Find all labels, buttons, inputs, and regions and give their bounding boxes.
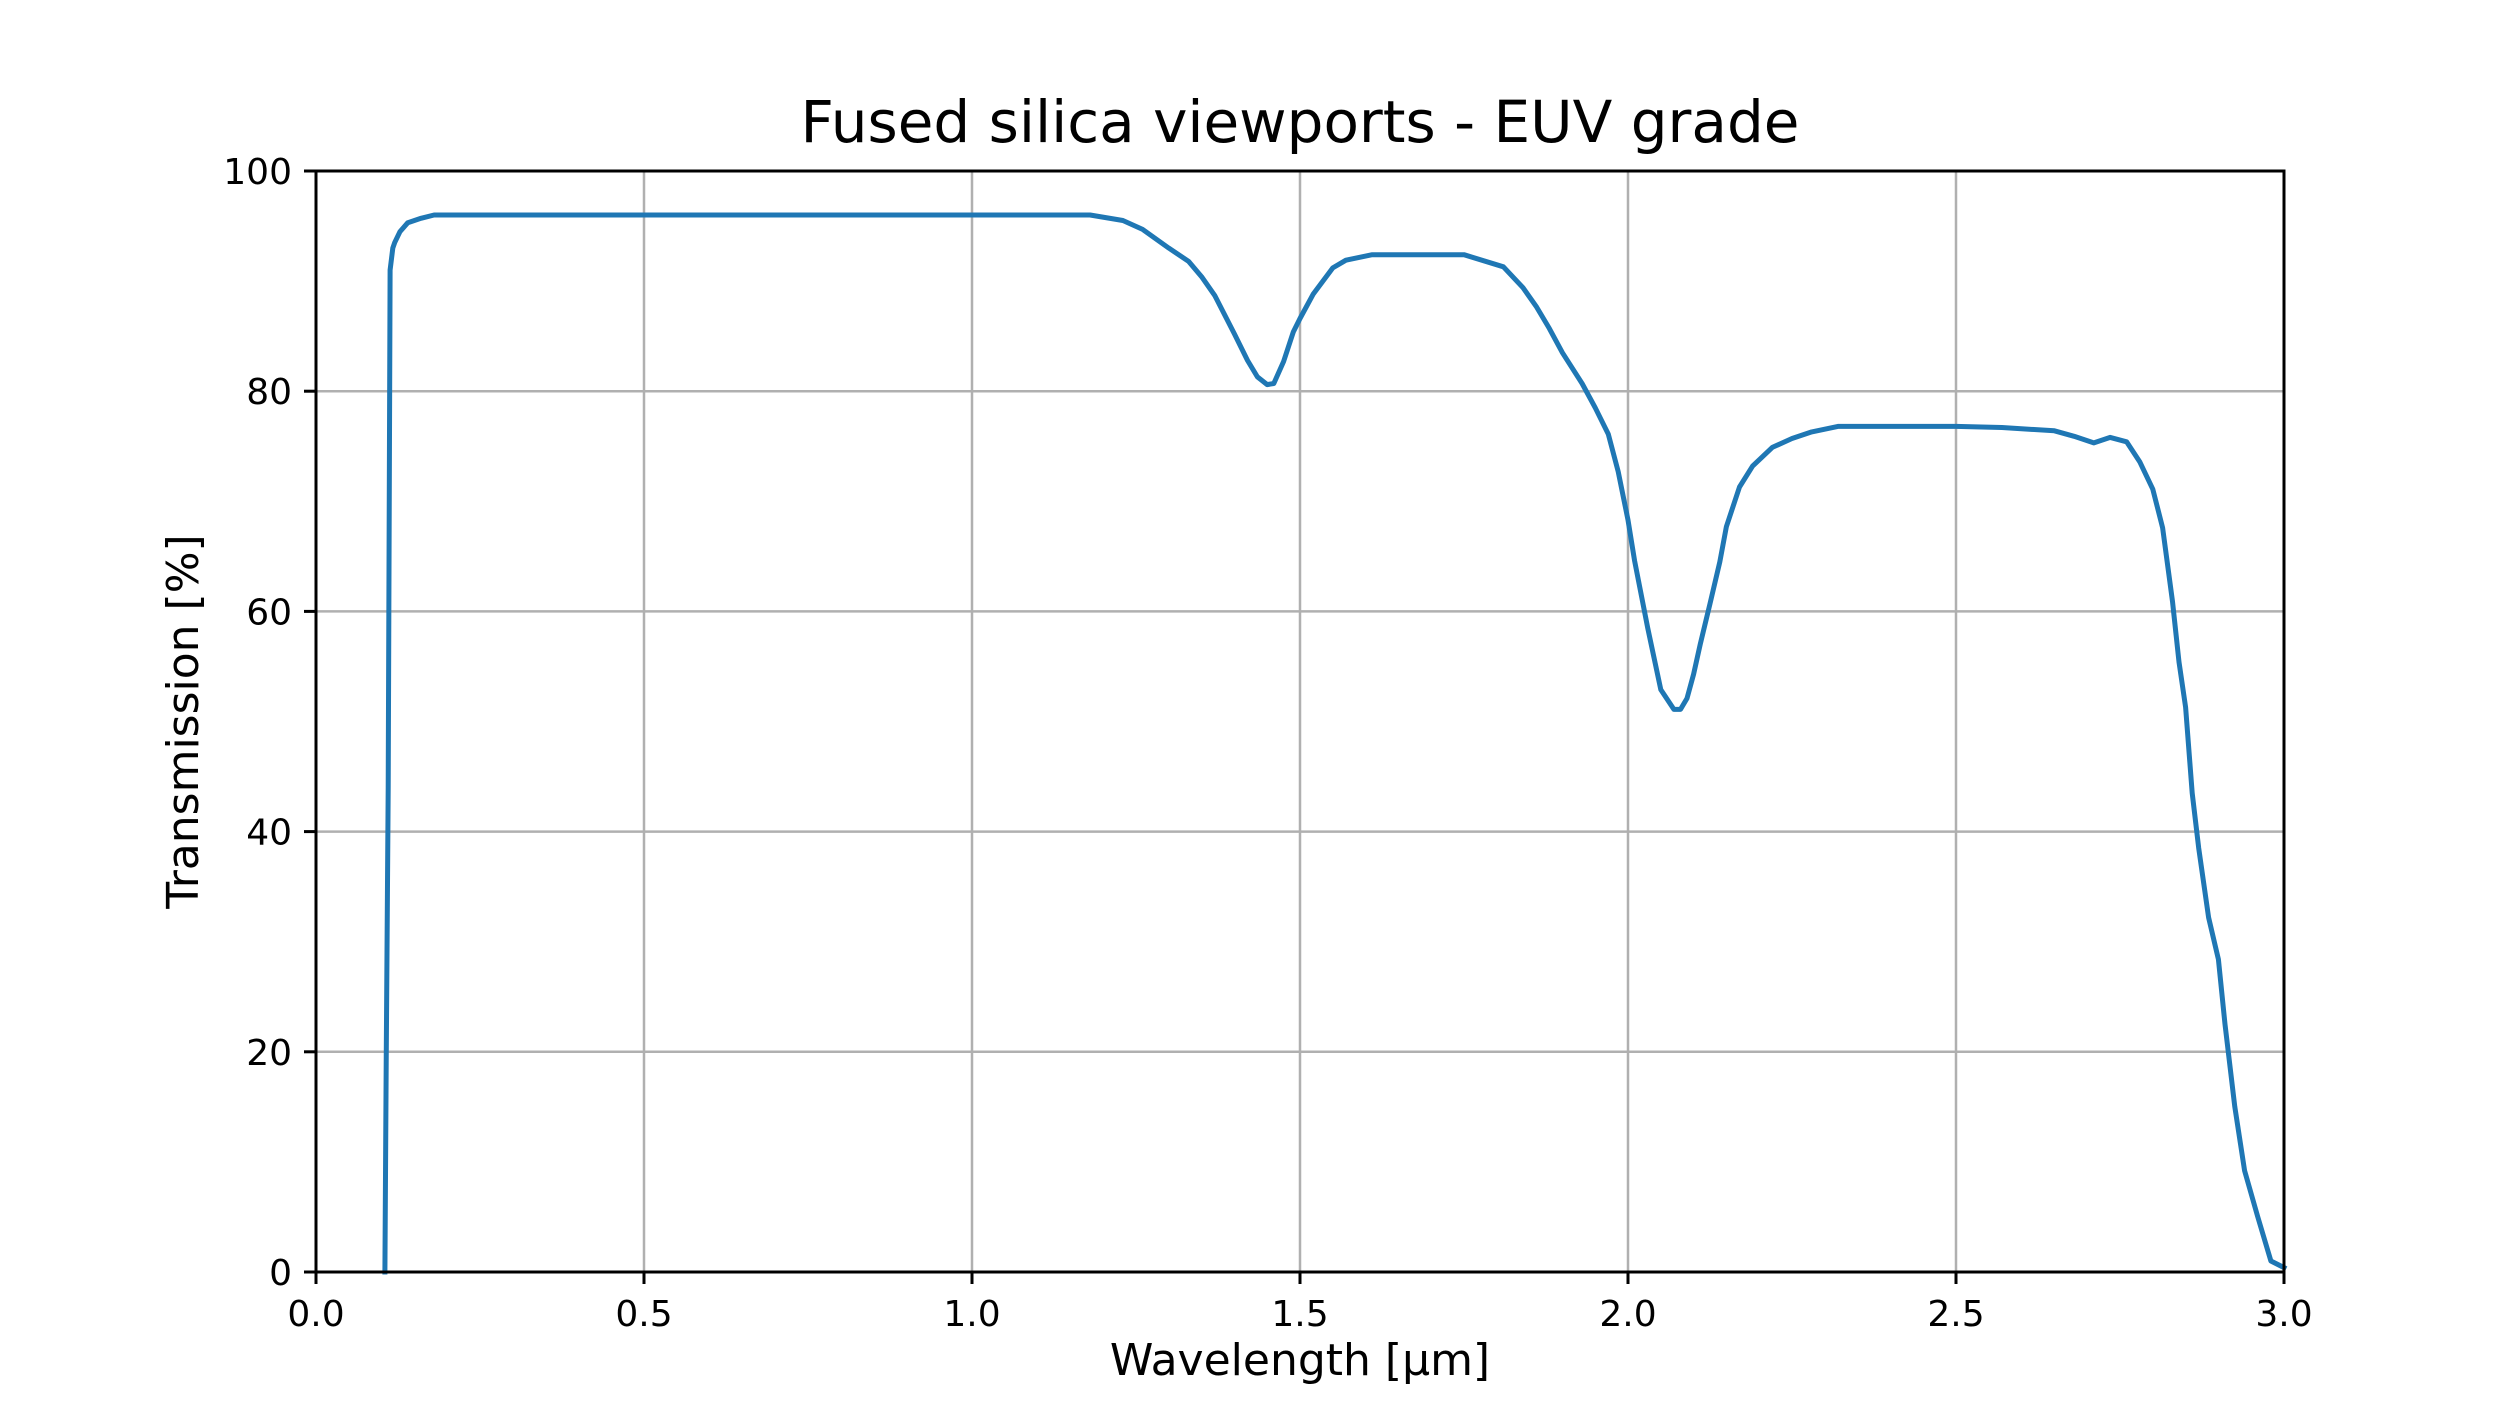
data-area (382, 212, 2288, 1275)
chart-title: Fused silica viewports - EUV grade (801, 88, 1800, 156)
y-tick-label: 60 (246, 592, 292, 633)
x-tick-label: 2.5 (1927, 1294, 1984, 1335)
y-tick-label: 100 (223, 152, 292, 193)
transmission-line (382, 212, 2288, 1275)
x-axis-label: Wavelength [µm] (1110, 1335, 1490, 1386)
x-tick-label: 0.0 (287, 1294, 344, 1335)
ticks: 0.0 0.5 1.0 1.5 2.0 2.5 3.0 0 20 40 60 80 100 (223, 152, 2312, 1335)
y-tick-label: 80 (246, 372, 292, 413)
x-tick-label: 2.0 (1599, 1294, 1656, 1335)
y-tick-label: 40 (246, 813, 292, 854)
x-tick-label: 1.5 (1271, 1294, 1328, 1335)
x-tick-label: 1.0 (943, 1294, 1000, 1335)
y-tick-label: 20 (246, 1033, 292, 1074)
x-tick-label: 0.5 (615, 1294, 672, 1335)
y-axis-label: Transmission [%] (158, 534, 209, 909)
x-tick-label: 3.0 (2255, 1294, 2312, 1335)
y-tick-label: 0 (269, 1253, 292, 1294)
